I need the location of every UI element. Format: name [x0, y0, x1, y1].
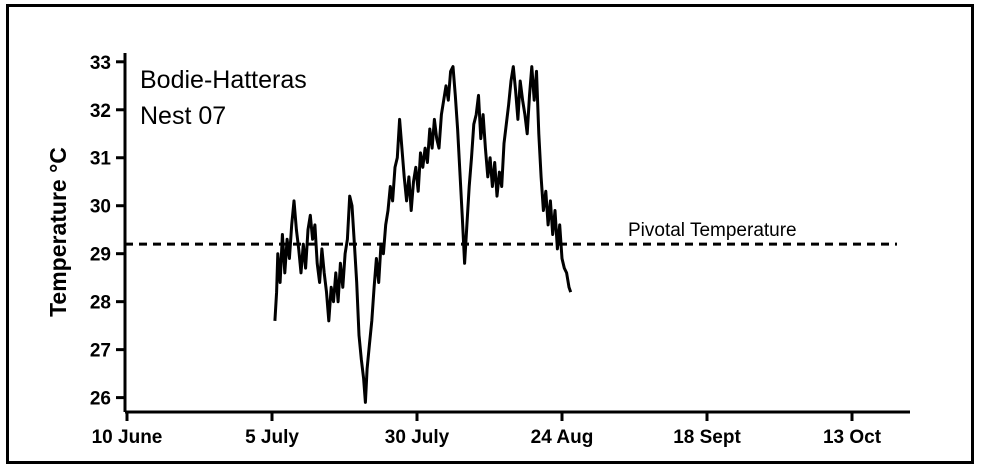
y-tick-label: 32 — [90, 101, 111, 122]
chart-frame — [6, 4, 974, 464]
x-tick-label: 5 July — [245, 427, 299, 448]
y-tick-label: 29 — [90, 245, 111, 266]
y-tick-label: 28 — [90, 293, 111, 314]
x-tick-label: 30 July — [385, 427, 450, 448]
y-tick-label: 30 — [90, 197, 111, 218]
x-tick-label: 24 Aug — [531, 427, 594, 448]
y-axis-title: Temperature °C — [45, 147, 71, 317]
temperature-series-line — [273, 65, 573, 404]
x-tick-label: 18 Sept — [673, 427, 741, 448]
y-tick-label: 33 — [90, 53, 111, 74]
x-tick-label: 10 June — [92, 427, 163, 448]
annotation-line-2: Nest 07 — [140, 102, 226, 130]
x-tick-label: 13 Oct — [823, 427, 882, 448]
annotation-line-1: Bodie-Hatteras — [140, 66, 307, 94]
y-tick-label: 26 — [90, 389, 111, 410]
reference-line-label: Pivotal Temperature — [628, 220, 797, 241]
y-tick-label: 31 — [90, 149, 112, 170]
y-tick-label: 27 — [90, 341, 111, 362]
